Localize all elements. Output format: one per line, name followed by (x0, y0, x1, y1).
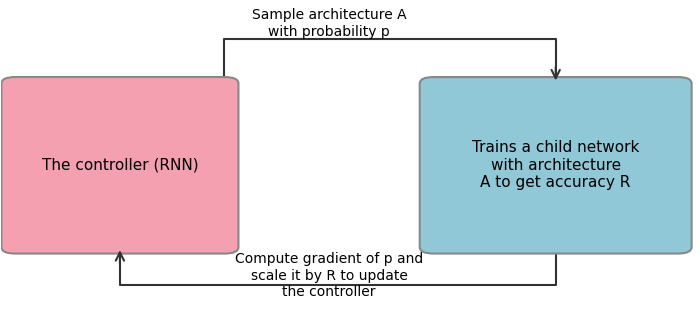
FancyBboxPatch shape (1, 77, 239, 253)
Text: Sample architecture A
with probability p: Sample architecture A with probability p (252, 8, 407, 38)
Text: The controller (RNN): The controller (RNN) (41, 158, 198, 173)
Text: Trains a child network
with architecture
A to get accuracy R: Trains a child network with architecture… (472, 141, 639, 190)
Text: Compute gradient of p and
scale it by R to update
the controller: Compute gradient of p and scale it by R … (235, 252, 424, 299)
FancyBboxPatch shape (420, 77, 692, 253)
